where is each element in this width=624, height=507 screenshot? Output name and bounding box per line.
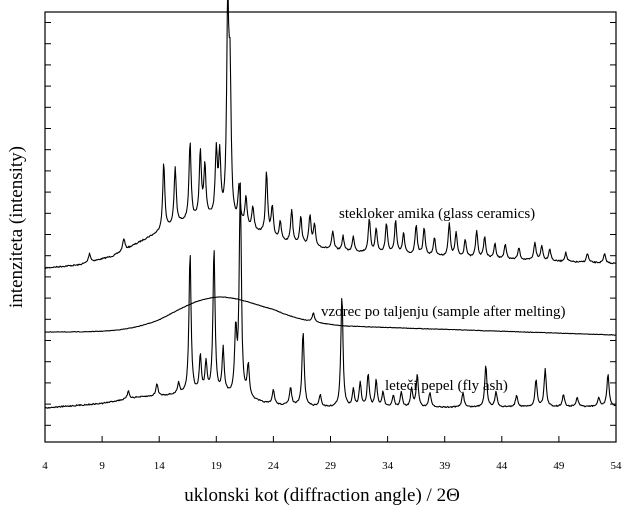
x-tick-label: 49 bbox=[553, 460, 565, 472]
series-label-fly-ash: leteči pepel (fly ash) bbox=[385, 378, 508, 394]
y-axis-ticks bbox=[45, 22, 616, 426]
trace-glass-ceramics bbox=[44, 0, 616, 270]
series-label-sample-after-melting: vzorec po taljenju (sample after melting… bbox=[321, 304, 565, 320]
y-axis-title: intenziteta (intensity) bbox=[6, 146, 27, 308]
x-tick-label: 34 bbox=[382, 460, 394, 472]
plot-frame bbox=[44, 11, 617, 443]
x-tick-label: 19 bbox=[211, 460, 223, 472]
x-tick-label: 24 bbox=[268, 460, 280, 472]
trace-sample-after-melting bbox=[44, 296, 616, 336]
x-axis-title: uklonski kot (diffraction angle) / 2Θ bbox=[184, 485, 460, 506]
x-tick-label: 54 bbox=[611, 460, 623, 472]
x-axis-ticks: 4 9 14 19 24 29 34 39 44 49 54 bbox=[42, 436, 622, 472]
x-tick-label: 14 bbox=[154, 460, 166, 472]
x-tick-label: 44 bbox=[496, 460, 508, 472]
x-tick-label: 4 bbox=[42, 460, 48, 472]
series-label-glass-ceramics: stekloker amika (glass ceramics) bbox=[339, 206, 535, 222]
trace-fly-ash bbox=[44, 182, 617, 409]
x-tick-label: 9 bbox=[99, 460, 105, 472]
x-tick-label: 29 bbox=[325, 460, 337, 472]
x-tick-label: 39 bbox=[439, 460, 451, 472]
series-traces bbox=[44, 0, 617, 409]
